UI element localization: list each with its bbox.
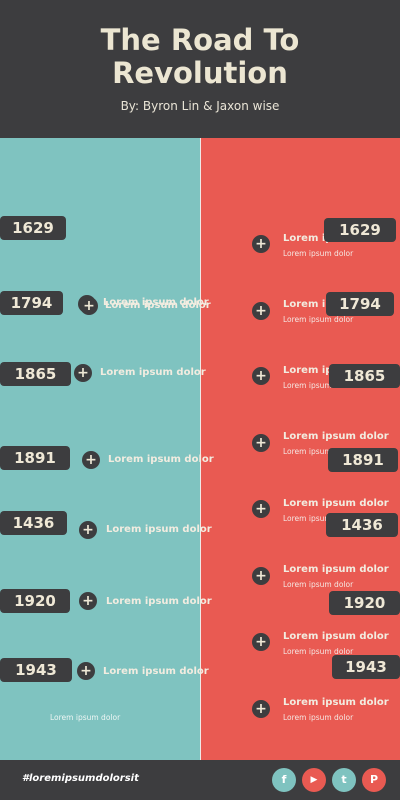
right-year-badge: 1943 xyxy=(332,655,400,679)
byline: By: Byron Lin & Jaxon wise xyxy=(120,99,280,113)
plus-icon[interactable]: + xyxy=(82,451,100,469)
title-line-2: Revolution xyxy=(112,56,288,90)
plus-icon[interactable]: + xyxy=(252,500,270,518)
left-bottom-sub: Lorem ipsum dolor xyxy=(50,713,121,722)
left-year-badge: 1865 xyxy=(0,362,71,386)
left-label: Lorem ipsum dolor xyxy=(100,367,206,378)
right-sub: Lorem ipsum dolor xyxy=(283,514,354,523)
right-label: Lorem ipsum dolor xyxy=(283,564,389,575)
right-label: Lorem ipsum dolor xyxy=(283,431,389,442)
left-label: Lorem ipsum dolor xyxy=(103,297,209,308)
plus-icon[interactable]: + xyxy=(77,662,95,680)
right-sub: Lorem ipsum dolor xyxy=(283,249,354,258)
left-label: Lorem ipsum dolor xyxy=(106,524,212,535)
header: The Road To Revolution By: Byron Lin & J… xyxy=(0,0,400,138)
plus-icon[interactable]: + xyxy=(74,364,92,382)
plus-icon[interactable]: + xyxy=(252,700,270,718)
right-sub: Lorem ipsum dolor xyxy=(283,381,354,390)
left-year-badge: 1891 xyxy=(0,446,70,470)
right-sub: Lorem ipsum dolor xyxy=(283,580,354,589)
right-sub: Lorem ipsum dolor xyxy=(283,647,354,656)
left-year-badge: 1436 xyxy=(0,511,67,535)
plus-icon[interactable]: + xyxy=(252,367,270,385)
title-line-1: The Road To xyxy=(100,23,300,57)
page-title: The Road To Revolution xyxy=(0,24,400,90)
plus-icon[interactable]: + xyxy=(252,633,270,651)
right-label: Lorem ipsum dolor xyxy=(283,631,389,642)
center-divider xyxy=(200,138,201,760)
left-year-badge: 1629 xyxy=(0,216,66,240)
left-year-badge: 1943 xyxy=(0,658,72,682)
left-label: Lorem ipsum dolor xyxy=(103,666,209,677)
left-label: Lorem ipsum dolor xyxy=(108,454,214,465)
twitter-icon[interactable]: t xyxy=(332,768,356,792)
facebook-icon[interactable]: f xyxy=(272,768,296,792)
plus-icon[interactable]: + xyxy=(79,521,97,539)
left-year-badge: 1920 xyxy=(0,589,70,613)
left-label: Lorem ipsum dolor xyxy=(106,596,212,607)
plus-icon[interactable]: + xyxy=(252,567,270,585)
right-label: Lorem ipsum dolor xyxy=(283,498,389,509)
pinterest-icon[interactable]: P xyxy=(362,768,386,792)
hashtag[interactable]: #loremipsumdolorsit xyxy=(22,773,139,784)
right-year-badge: 1436 xyxy=(326,513,398,537)
right-sub: Lorem ipsum dolor xyxy=(283,447,354,456)
right-year-badge: 1891 xyxy=(328,448,398,472)
left-label-duplicate: Lorem ipsum dolor xyxy=(105,300,211,311)
right-year-badge: 1629 xyxy=(324,218,396,242)
right-sub: Lorem ipsum dolor xyxy=(283,315,354,324)
right-year-badge: 1920 xyxy=(329,591,400,615)
plus-icon[interactable]: + xyxy=(252,235,270,253)
right-year-badge: 1865 xyxy=(329,364,400,388)
right-year-badge: 1794 xyxy=(326,292,394,316)
plus-icon[interactable]: + xyxy=(252,434,270,452)
right-label: Lorem ipsum dolor xyxy=(283,697,389,708)
plus-icon[interactable]: + xyxy=(80,297,98,315)
left-year-badge: 1794 xyxy=(0,291,63,315)
right-sub: Lorem ipsum dolor xyxy=(283,713,354,722)
plus-icon[interactable]: + xyxy=(252,302,270,320)
youtube-icon[interactable]: ▶ xyxy=(302,768,326,792)
plus-icon[interactable]: + xyxy=(79,592,97,610)
